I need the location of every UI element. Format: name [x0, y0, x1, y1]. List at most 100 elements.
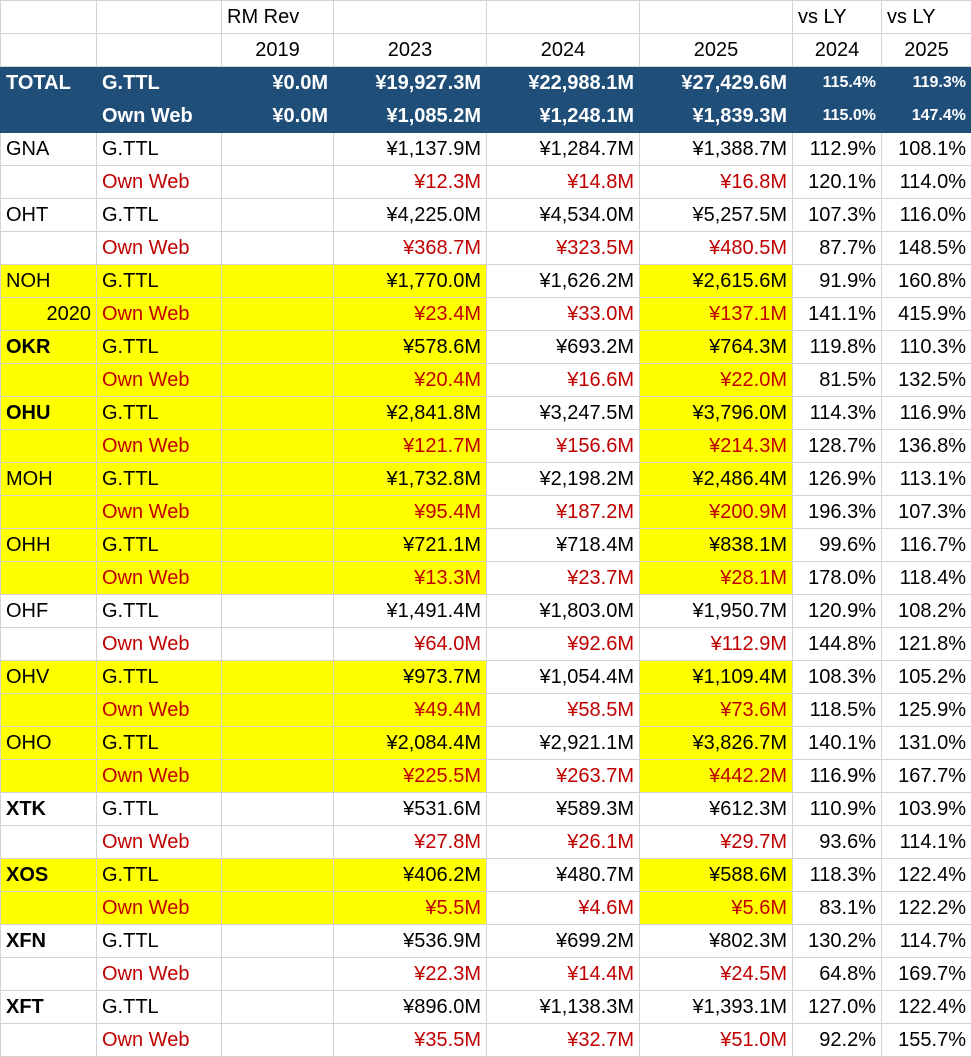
cell-empty[interactable] — [0, 363, 97, 397]
opening-year-note[interactable]: 2020 — [0, 297, 97, 331]
value-2023[interactable]: ¥536.9M — [333, 924, 487, 958]
value-2024[interactable]: ¥718.4M — [486, 528, 640, 562]
value-2024[interactable]: ¥23.7M — [486, 561, 640, 595]
value-2025[interactable]: ¥27,429.6M — [639, 66, 793, 100]
pct-2025[interactable]: 119.3% — [881, 66, 971, 100]
value-2023[interactable]: ¥406.2M — [333, 858, 487, 892]
property-code[interactable]: OHU — [0, 396, 97, 430]
pct-2025[interactable]: 155.7% — [881, 1023, 971, 1057]
year-header[interactable]: 2025 — [639, 33, 793, 67]
pct-2025[interactable]: 108.1% — [881, 132, 971, 166]
pct-2025[interactable]: 147.4% — [881, 99, 971, 133]
value-2019[interactable] — [221, 132, 334, 166]
value-2025[interactable]: ¥1,393.1M — [639, 990, 793, 1024]
value-2025[interactable]: ¥612.3M — [639, 792, 793, 826]
cell-empty[interactable] — [0, 1023, 97, 1057]
pct-2024[interactable]: 120.1% — [792, 165, 882, 199]
value-2024[interactable]: ¥187.2M — [486, 495, 640, 529]
row-label[interactable]: G.TTL — [96, 660, 222, 694]
value-2019[interactable] — [221, 594, 334, 628]
row-label[interactable]: Own Web — [96, 165, 222, 199]
value-2024[interactable]: ¥323.5M — [486, 231, 640, 265]
total-code[interactable]: TOTAL — [0, 66, 97, 100]
cell-empty[interactable] — [0, 165, 97, 199]
value-2023[interactable]: ¥22.3M — [333, 957, 487, 991]
row-label[interactable]: G.TTL — [96, 264, 222, 298]
value-2024[interactable]: ¥14.8M — [486, 165, 640, 199]
pct-2024[interactable]: 119.8% — [792, 330, 882, 364]
value-2025[interactable]: ¥22.0M — [639, 363, 793, 397]
property-code[interactable]: OKR — [0, 330, 97, 364]
value-2023[interactable]: ¥225.5M — [333, 759, 487, 793]
pct-2025[interactable]: 169.7% — [881, 957, 971, 991]
pct-2025[interactable]: 108.2% — [881, 594, 971, 628]
pct-2025[interactable]: 107.3% — [881, 495, 971, 529]
pct-2024[interactable]: 112.9% — [792, 132, 882, 166]
value-2024[interactable]: ¥263.7M — [486, 759, 640, 793]
value-2024[interactable]: ¥1,284.7M — [486, 132, 640, 166]
pct-2025[interactable]: 415.9% — [881, 297, 971, 331]
value-2023[interactable]: ¥1,770.0M — [333, 264, 487, 298]
pct-2024[interactable]: 110.9% — [792, 792, 882, 826]
value-2023[interactable]: ¥4,225.0M — [333, 198, 487, 232]
pct-2025[interactable]: 116.7% — [881, 528, 971, 562]
value-2025[interactable]: ¥51.0M — [639, 1023, 793, 1057]
value-2023[interactable]: ¥1,085.2M — [333, 99, 487, 133]
cell-empty[interactable] — [96, 0, 222, 34]
value-2023[interactable]: ¥531.6M — [333, 792, 487, 826]
row-label[interactable]: Own Web — [96, 363, 222, 397]
value-2025[interactable]: ¥442.2M — [639, 759, 793, 793]
property-code[interactable]: OHV — [0, 660, 97, 694]
value-2019[interactable] — [221, 528, 334, 562]
value-2025[interactable]: ¥480.5M — [639, 231, 793, 265]
property-code[interactable]: MOH — [0, 462, 97, 496]
value-2025[interactable]: ¥2,486.4M — [639, 462, 793, 496]
value-2025[interactable]: ¥764.3M — [639, 330, 793, 364]
value-2019[interactable] — [221, 957, 334, 991]
pct-2024[interactable]: 81.5% — [792, 363, 882, 397]
pct-2024[interactable]: 141.1% — [792, 297, 882, 331]
value-2025[interactable]: ¥29.7M — [639, 825, 793, 859]
pct-2025[interactable]: 160.8% — [881, 264, 971, 298]
vs-ly-header[interactable]: vs LY — [881, 0, 971, 34]
pct-2024[interactable]: 92.2% — [792, 1023, 882, 1057]
value-2019[interactable] — [221, 363, 334, 397]
value-2025[interactable]: ¥1,950.7M — [639, 594, 793, 628]
value-2025[interactable]: ¥5.6M — [639, 891, 793, 925]
value-2025[interactable]: ¥214.3M — [639, 429, 793, 463]
value-2024[interactable]: ¥1,248.1M — [486, 99, 640, 133]
pct-2025[interactable]: 114.1% — [881, 825, 971, 859]
value-2023[interactable]: ¥1,491.4M — [333, 594, 487, 628]
row-label[interactable]: Own Web — [96, 429, 222, 463]
value-2019[interactable] — [221, 891, 334, 925]
row-label[interactable]: Own Web — [96, 1023, 222, 1057]
value-2023[interactable]: ¥896.0M — [333, 990, 487, 1024]
pct-2024[interactable]: 87.7% — [792, 231, 882, 265]
value-2025[interactable]: ¥28.1M — [639, 561, 793, 595]
row-label[interactable]: Own Web — [96, 957, 222, 991]
row-label[interactable]: Own Web — [96, 495, 222, 529]
cell-empty[interactable] — [0, 429, 97, 463]
value-2024[interactable]: ¥156.6M — [486, 429, 640, 463]
cell-empty[interactable] — [0, 33, 97, 67]
year-header[interactable]: 2019 — [221, 33, 334, 67]
pct-2025[interactable]: 114.7% — [881, 924, 971, 958]
property-code[interactable]: XFN — [0, 924, 97, 958]
pct-2024[interactable]: 144.8% — [792, 627, 882, 661]
pct-2025[interactable]: 103.9% — [881, 792, 971, 826]
value-2019[interactable] — [221, 297, 334, 331]
row-label[interactable]: Own Web — [96, 759, 222, 793]
pct-2025[interactable]: 105.2% — [881, 660, 971, 694]
pct-2025[interactable]: 113.1% — [881, 462, 971, 496]
pct-2024[interactable]: 118.3% — [792, 858, 882, 892]
value-2023[interactable]: ¥121.7M — [333, 429, 487, 463]
value-2019[interactable] — [221, 627, 334, 661]
pct-2024[interactable]: 108.3% — [792, 660, 882, 694]
cell-empty[interactable] — [0, 495, 97, 529]
value-2019[interactable] — [221, 759, 334, 793]
value-2025[interactable]: ¥3,826.7M — [639, 726, 793, 760]
value-2023[interactable]: ¥20.4M — [333, 363, 487, 397]
row-label[interactable]: G.TTL — [96, 396, 222, 430]
row-label[interactable]: G.TTL — [96, 858, 222, 892]
value-2024[interactable]: ¥3,247.5M — [486, 396, 640, 430]
